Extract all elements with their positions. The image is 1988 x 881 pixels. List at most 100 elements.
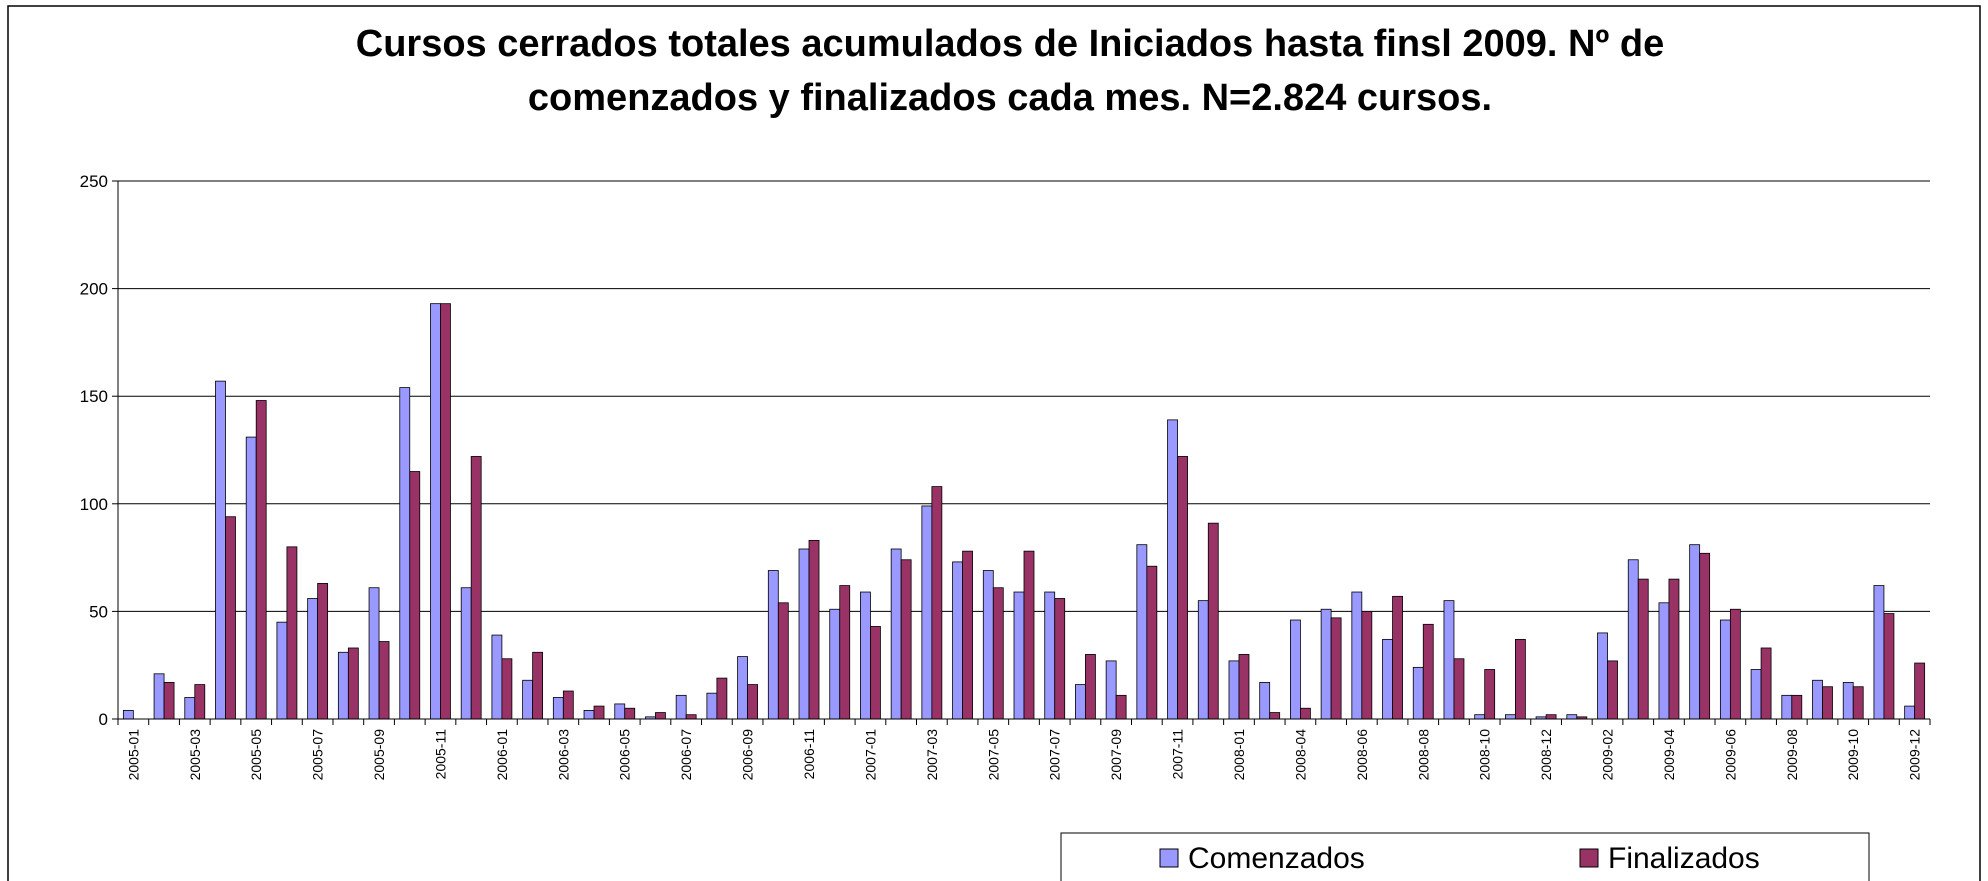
x-tick-label: 2005-07 [310,729,326,781]
bar [798,548,810,720]
bar [992,587,1004,720]
bar [440,303,451,720]
bar [1474,714,1486,720]
bar [1545,714,1557,720]
x-tick-label: 2008-01 [1231,729,1247,781]
x-tick-label: 2006-09 [740,729,756,781]
bar [1146,565,1158,720]
x-tick-label: 2005-03 [187,729,203,781]
bar [583,709,595,720]
bar [747,684,758,720]
bar [829,608,841,720]
bar [952,561,963,720]
bar [255,400,267,720]
bar [1392,595,1403,720]
y-tick-label: 250 [80,172,108,191]
bar [1852,686,1864,720]
bar [1290,619,1301,720]
bar [685,714,697,720]
bar [409,471,421,720]
bar [1412,666,1424,720]
y-tick-label: 200 [80,280,108,299]
bar [1115,694,1127,720]
chart-subtitle: comenzados y finalizados cada mes. N=2.8… [528,77,1492,119]
bar [593,705,605,720]
bar [1105,660,1117,720]
bar [1085,654,1096,720]
bar [1443,600,1455,720]
x-tick-label: 2007-03 [924,729,940,781]
bar [163,682,175,720]
bar [1658,602,1670,720]
bar [1791,694,1803,720]
y-tick-label: 0 [99,710,108,729]
bar [1637,578,1649,720]
bar [1044,591,1056,720]
bar [1177,456,1188,720]
x-tick-label: 2005-01 [125,729,141,781]
x-tick-label: 2008-12 [1538,729,1554,781]
bar [225,516,236,720]
bar [1228,660,1240,720]
bar [1514,638,1526,720]
x-tick-label: 2005-11 [432,729,448,780]
bar [276,621,288,720]
bar [552,697,564,720]
bar [1699,552,1711,720]
bar [1822,686,1833,720]
x-tick-label: 2007-09 [1108,729,1124,781]
legend-swatch [1159,848,1179,868]
bar [491,634,503,720]
bar [1750,669,1762,720]
chart-title: Cursos cerrados totales acumulados de In… [356,23,1664,65]
bar [1904,705,1916,720]
bar [1760,647,1772,720]
bar [562,690,574,720]
bar [307,598,319,720]
bar [1812,679,1823,720]
bar [1361,611,1373,720]
x-tick-label: 2009-06 [1722,729,1738,781]
bar [347,647,359,720]
y-tick-label: 100 [80,495,108,514]
y-tick-label: 50 [89,602,108,621]
x-tick-label: 2007-05 [985,729,1001,781]
bar [378,641,390,720]
bar [522,679,534,720]
bar [870,626,881,720]
x-tick-label: 2008-08 [1415,729,1431,781]
bar [675,694,687,720]
bar [1259,682,1271,720]
bar [1566,714,1578,720]
x-tick-label: 2008-04 [1292,729,1308,781]
x-tick-label: 2008-06 [1354,729,1370,781]
bar [1914,662,1926,720]
bar [501,658,513,720]
bar [808,539,820,720]
bar [153,673,165,720]
x-tick-label: 2005-05 [248,729,264,781]
bar [777,602,789,720]
bar [614,703,626,720]
bar [1873,585,1885,720]
bar [1597,632,1608,720]
bar [1330,617,1342,720]
x-tick-label: 2009-10 [1845,729,1861,781]
bar [215,380,226,720]
bar [1607,660,1618,720]
bar [860,591,871,720]
bar [1300,707,1311,720]
bar [1781,694,1793,720]
bar [1054,598,1066,720]
bar [1382,638,1393,720]
x-tick-label: 2007-11 [1170,729,1186,780]
x-tick-label: 2009-08 [1784,729,1800,781]
x-tick-label: 2009-04 [1661,729,1677,781]
bar [194,684,206,720]
bar [982,570,994,720]
bar [931,486,943,720]
bar [399,387,411,720]
bar [317,583,329,720]
x-tick-label: 2005-09 [371,729,387,781]
